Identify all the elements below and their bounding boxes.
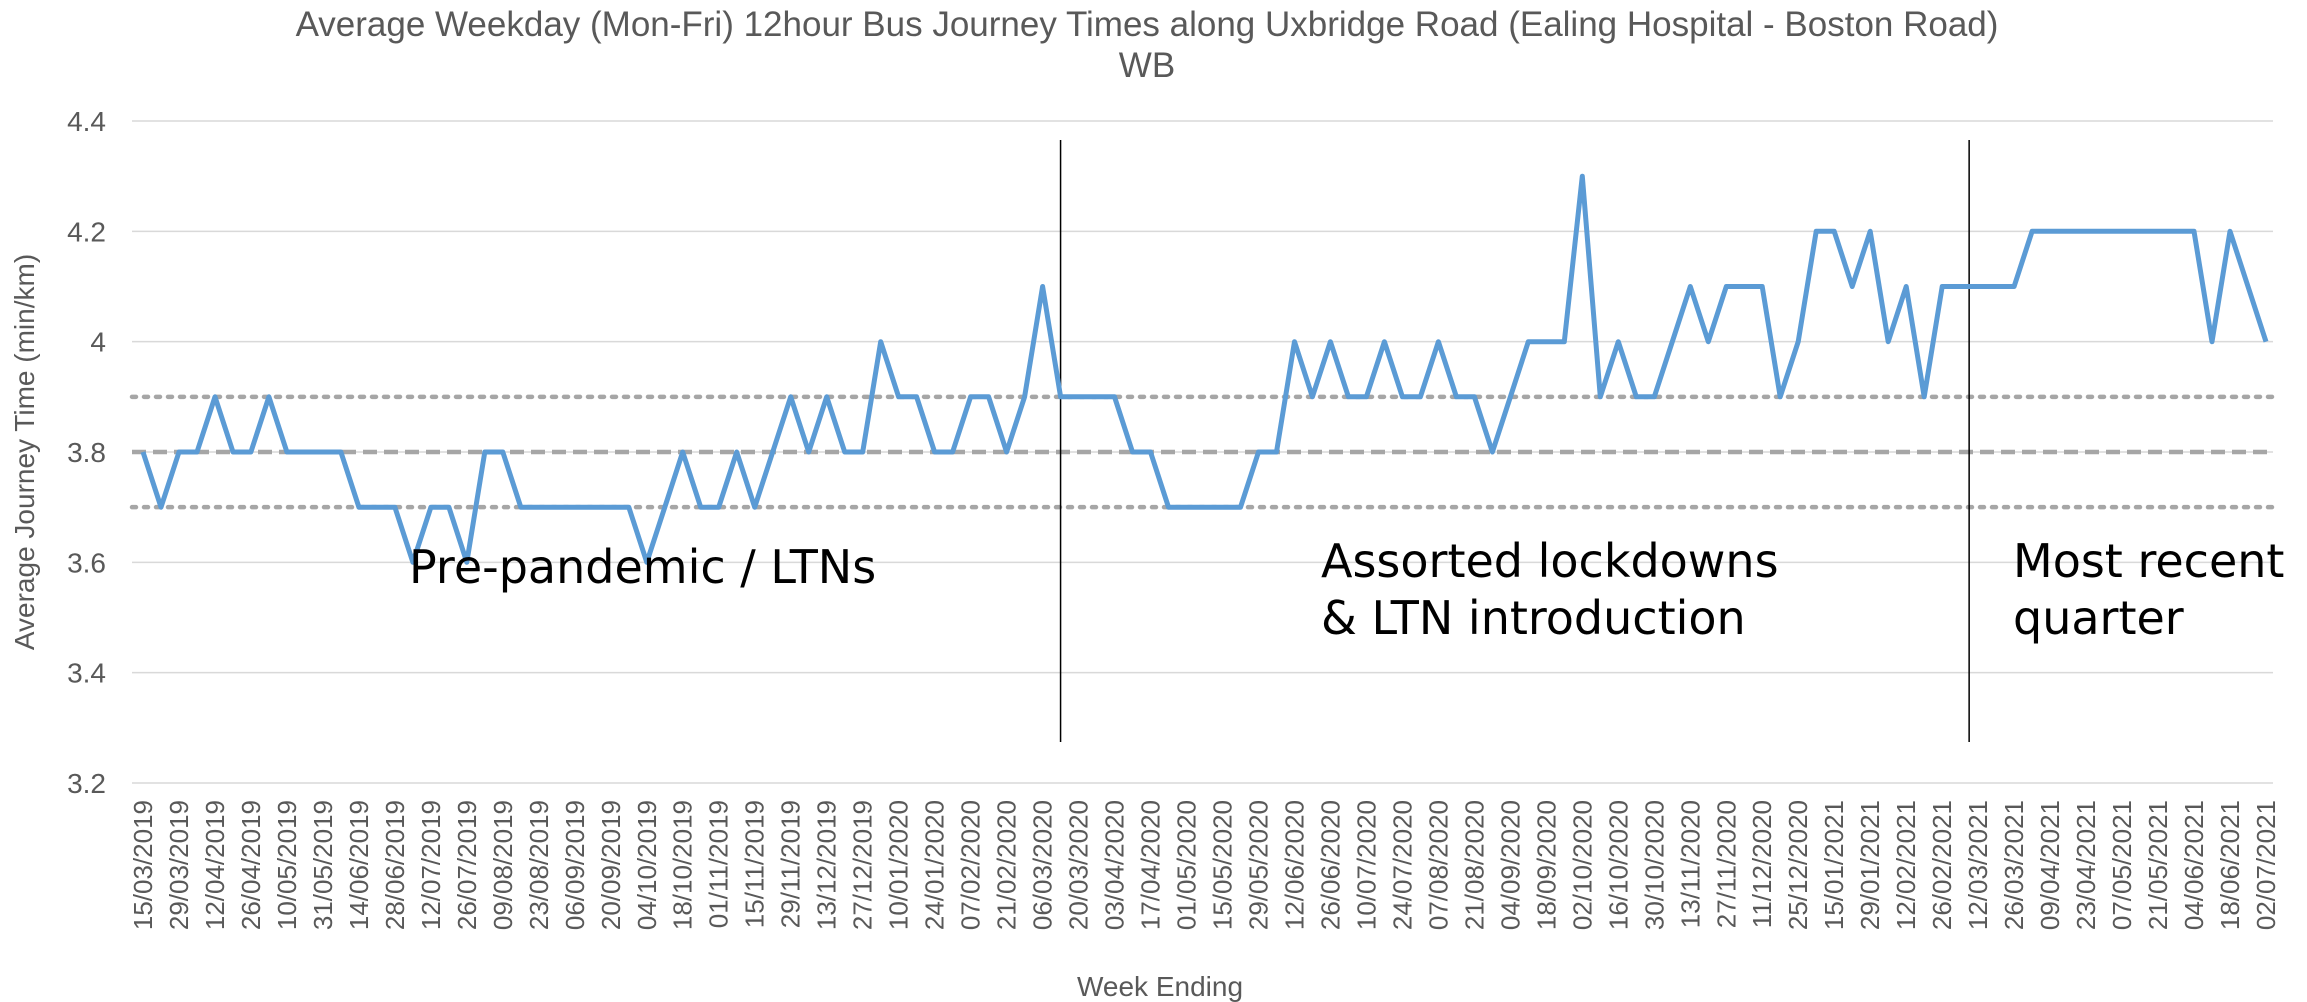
y-tick-label: 3.4 xyxy=(67,658,106,689)
x-tick-label: 28/06/2019 xyxy=(380,800,410,930)
x-tick-label: 04/10/2019 xyxy=(632,800,662,930)
y-tick-label: 3.2 xyxy=(67,768,106,799)
x-tick-label: 17/04/2020 xyxy=(1136,800,1166,930)
x-tick-label: 01/11/2019 xyxy=(704,800,734,928)
x-tick-label: 06/09/2019 xyxy=(560,800,590,930)
x-tick-label: 27/12/2019 xyxy=(848,800,878,930)
x-tick-label: 26/03/2021 xyxy=(1999,800,2029,930)
x-tick-label: 21/02/2020 xyxy=(992,800,1022,930)
x-tick-label: 23/08/2019 xyxy=(524,800,554,930)
x-tick-label: 04/06/2021 xyxy=(2179,800,2209,930)
x-tick-label: 26/06/2020 xyxy=(1315,800,1345,930)
x-tick-label: 21/05/2021 xyxy=(2143,800,2173,930)
annotation: quarter xyxy=(2013,591,2184,645)
annotation: Assorted lockdowns xyxy=(1321,534,1779,588)
y-axis-title: Average Journey Time (min/km) xyxy=(9,254,40,650)
x-tick-label: 12/06/2020 xyxy=(1279,800,1309,930)
x-tick-label: 10/05/2019 xyxy=(272,800,302,930)
x-tick-label: 31/05/2019 xyxy=(308,800,338,930)
x-tick-label: 20/03/2020 xyxy=(1064,800,1094,930)
x-tick-label: 12/04/2019 xyxy=(200,800,230,930)
x-tick-label: 18/06/2021 xyxy=(2215,800,2245,930)
annotation: Pre-pandemic / LTNs xyxy=(409,540,876,594)
x-tick-label: 26/07/2019 xyxy=(452,800,482,930)
annotation: Most recent xyxy=(2013,534,2284,588)
x-tick-label: 13/11/2020 xyxy=(1675,800,1705,928)
x-tick-label: 29/01/2021 xyxy=(1855,800,1885,930)
chart-title: WB xyxy=(1119,46,1175,85)
x-tick-label: 12/07/2019 xyxy=(416,800,446,930)
x-tick-label: 29/03/2019 xyxy=(164,800,194,930)
y-tick-label: 4.2 xyxy=(67,216,106,247)
x-tick-label: 13/12/2019 xyxy=(812,800,842,930)
x-tick-label: 16/10/2020 xyxy=(1603,800,1633,930)
x-tick-label: 21/08/2020 xyxy=(1459,800,1489,930)
x-tick-label: 24/01/2020 xyxy=(920,800,950,930)
x-tick-label: 20/09/2019 xyxy=(596,800,626,930)
x-tick-label: 30/10/2020 xyxy=(1639,800,1669,930)
x-tick-label: 04/09/2020 xyxy=(1495,800,1525,930)
x-tick-label: 14/06/2019 xyxy=(344,800,374,930)
x-tick-label: 27/11/2020 xyxy=(1711,800,1741,928)
x-tick-label: 24/07/2020 xyxy=(1387,800,1417,930)
x-axis-title: Week Ending xyxy=(1077,971,1243,1002)
x-tick-label: 15/11/2019 xyxy=(740,800,770,928)
annotation: & LTN introduction xyxy=(1321,591,1746,645)
x-tick-label: 07/02/2020 xyxy=(956,800,986,930)
x-tick-label: 25/12/2020 xyxy=(1783,800,1813,930)
x-tick-label: 10/07/2020 xyxy=(1351,800,1381,930)
y-tick-label: 3.8 xyxy=(67,437,106,468)
x-tick-label: 06/03/2020 xyxy=(1028,800,1058,930)
x-tick-label: 01/05/2020 xyxy=(1172,800,1202,930)
x-tick-label: 02/10/2020 xyxy=(1567,800,1597,930)
x-tick-label: 18/10/2019 xyxy=(668,800,698,930)
x-tick-label: 12/03/2021 xyxy=(1963,800,1993,930)
x-tick-label: 23/04/2021 xyxy=(2071,800,2101,930)
x-tick-label: 15/03/2019 xyxy=(128,800,158,930)
x-tick-label: 29/11/2019 xyxy=(776,800,806,928)
x-tick-label: 26/02/2021 xyxy=(1927,800,1957,930)
x-tick-label: 02/07/2021 xyxy=(2251,800,2281,930)
x-tick-label: 10/01/2020 xyxy=(884,800,914,930)
y-tick-label: 3.6 xyxy=(67,547,106,578)
x-tick-label: 29/05/2020 xyxy=(1243,800,1273,930)
x-tick-label: 11/12/2020 xyxy=(1747,800,1777,928)
y-tick-label: 4.4 xyxy=(67,106,106,137)
x-tick-label: 07/08/2020 xyxy=(1423,800,1453,930)
x-tick-label: 15/01/2021 xyxy=(1819,800,1849,930)
x-tick-label: 03/04/2020 xyxy=(1100,800,1130,930)
x-tick-label: 26/04/2019 xyxy=(236,800,266,930)
x-tick-label: 07/05/2021 xyxy=(2107,800,2137,930)
data-line xyxy=(140,173,2269,565)
x-tick-label: 12/02/2021 xyxy=(1891,800,1921,930)
x-tick-label: 09/04/2021 xyxy=(2035,800,2065,930)
chart-title: Average Weekday (Mon-Fri) 12hour Bus Jou… xyxy=(296,5,1999,44)
x-tick-label: 18/09/2020 xyxy=(1531,800,1561,930)
x-tick-label: 09/08/2019 xyxy=(488,800,518,930)
x-tick-label: 15/05/2020 xyxy=(1207,800,1237,930)
y-tick-label: 4 xyxy=(90,327,106,358)
